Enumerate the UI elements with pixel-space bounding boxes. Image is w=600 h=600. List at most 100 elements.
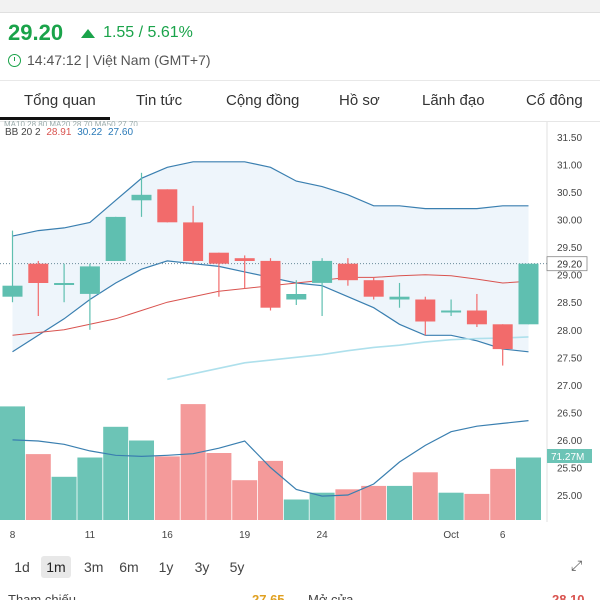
candle-body bbox=[131, 194, 152, 201]
quote-time-row: 14:47:12 | Việt Nam (GMT+7) bbox=[8, 52, 211, 68]
bb-legend-label: BB 20 2 bbox=[5, 127, 41, 138]
y-tick-label: 30.50 bbox=[557, 188, 582, 199]
candle bbox=[183, 205, 204, 264]
price-chart[interactable]: 31.50 31.00 30.50 30.00 29.50 29.00 28.50 28.00… bbox=[0, 122, 600, 552]
candle-body bbox=[363, 280, 384, 297]
y-tick-label: 29.00 bbox=[557, 271, 582, 282]
candle bbox=[466, 293, 487, 328]
y-tick-label: 26.50 bbox=[557, 408, 582, 419]
candle bbox=[2, 230, 23, 303]
candle bbox=[286, 280, 307, 305]
volume-bar bbox=[232, 480, 258, 520]
volume-bar bbox=[77, 457, 103, 520]
candle bbox=[54, 263, 75, 303]
candle bbox=[28, 260, 49, 316]
volume-bar bbox=[438, 492, 464, 520]
candle bbox=[208, 252, 229, 297]
arrow-up-icon bbox=[81, 28, 96, 38]
range-selector: 1d 1m 3m 6m 1y 3y 5y bbox=[0, 552, 600, 582]
candle bbox=[518, 263, 539, 325]
volume-bar bbox=[464, 493, 490, 520]
candle-body bbox=[312, 260, 333, 283]
tab-lanh-dao[interactable]: Lãnh đạo bbox=[422, 92, 485, 109]
x-tick-label: 16 bbox=[162, 530, 174, 541]
candle-body bbox=[157, 189, 178, 223]
bb-legend-mid: 30.22 bbox=[77, 127, 103, 138]
expand-icon[interactable]: ⤢ bbox=[571, 557, 583, 573]
candle bbox=[131, 172, 152, 217]
tab-ho-so[interactable]: Hồ sơ bbox=[339, 92, 380, 109]
volume-bar bbox=[490, 468, 516, 520]
candle bbox=[312, 258, 333, 316]
candle-body bbox=[466, 310, 487, 325]
volume-bar bbox=[154, 456, 180, 520]
x-tick-label: Oct bbox=[443, 530, 459, 541]
volume-bar bbox=[258, 460, 283, 520]
x-tick-label: 6 bbox=[500, 530, 506, 541]
y-tick-label: 25.00 bbox=[557, 491, 582, 502]
y-tick-label: 28.50 bbox=[557, 298, 582, 309]
range-6m[interactable]: 6m bbox=[119, 559, 139, 575]
volume-bar bbox=[180, 404, 206, 520]
tab-tin-tuc[interactable]: Tin tức bbox=[136, 92, 183, 109]
candle bbox=[363, 277, 384, 300]
quote-header: 29.20 1.55 / 5.61% bbox=[8, 20, 193, 46]
candle-body bbox=[28, 263, 49, 283]
y-tick-label: 28.00 bbox=[557, 326, 582, 337]
candle bbox=[234, 255, 255, 289]
volume-label-box bbox=[547, 449, 592, 463]
quote-summary-row: Tham chiếu 27.65 Mở cửa 28.10 bbox=[0, 590, 600, 600]
range-3y[interactable]: 3y bbox=[194, 559, 210, 575]
volume-bar bbox=[283, 499, 309, 520]
candle bbox=[260, 258, 281, 311]
tab-bar-border bbox=[0, 121, 600, 122]
y-tick-label: 31.50 bbox=[557, 133, 582, 144]
range-1d[interactable]: 1d bbox=[14, 559, 30, 575]
volume-bar bbox=[309, 492, 335, 520]
x-tick-label: 24 bbox=[317, 530, 329, 541]
volume-bar bbox=[412, 472, 438, 520]
ma-light-line bbox=[167, 336, 529, 381]
tab-cong-dong[interactable]: Cộng đồng bbox=[226, 92, 300, 109]
candle-body bbox=[415, 299, 436, 322]
price-change: 1.55 / 5.61% bbox=[103, 24, 193, 41]
bb-legend-lower: 27.60 bbox=[108, 127, 134, 138]
volume-label: 71.27M bbox=[551, 452, 584, 463]
candle-body bbox=[389, 296, 410, 300]
tab-co-dong[interactable]: Cổ đông bbox=[526, 92, 583, 109]
range-1m[interactable]: 1m bbox=[41, 556, 71, 578]
candle-body bbox=[54, 283, 75, 285]
y-tick-label: 26.00 bbox=[557, 436, 582, 447]
candle-body bbox=[79, 266, 100, 294]
bb-legend: BB 20 2 28.91 30.22 27.60 bbox=[5, 127, 133, 138]
y-tick-label: 25.50 bbox=[557, 464, 582, 475]
volume-bar bbox=[387, 485, 412, 520]
open-label: Mở cửa bbox=[308, 592, 354, 600]
volume-bar bbox=[51, 476, 77, 520]
candle-body bbox=[337, 263, 358, 281]
candle bbox=[337, 258, 358, 286]
y-tick-label: 29.50 bbox=[557, 243, 582, 254]
candle-body bbox=[492, 324, 513, 350]
ma-legend: MA10 28.80 MA20 28.70 MA50 27.70 bbox=[4, 120, 138, 126]
range-3m[interactable]: 3m bbox=[84, 559, 104, 575]
candle-body bbox=[518, 263, 539, 325]
reference-value: 27.65 bbox=[252, 592, 285, 600]
volume-bar bbox=[361, 485, 387, 520]
range-1y[interactable]: 1y bbox=[158, 559, 174, 575]
tab-tong-quan[interactable]: Tổng quan bbox=[24, 92, 96, 109]
candle-body bbox=[260, 260, 281, 308]
candle bbox=[79, 263, 100, 330]
bb-upper-line bbox=[12, 161, 529, 237]
range-5y[interactable]: 5y bbox=[229, 559, 245, 575]
volume-ma-line bbox=[12, 420, 529, 497]
current-price-label: 29.20 bbox=[557, 260, 582, 271]
current-price: 29.20 bbox=[8, 20, 64, 45]
candle bbox=[157, 189, 178, 223]
y-tick-label: 27.50 bbox=[557, 353, 582, 364]
previous-header-cutoff bbox=[0, 0, 600, 13]
candle-body bbox=[183, 222, 204, 261]
candle-body bbox=[208, 252, 229, 264]
quote-time: 14:47:12 | Việt Nam (GMT+7) bbox=[27, 52, 211, 68]
candle bbox=[441, 299, 462, 316]
